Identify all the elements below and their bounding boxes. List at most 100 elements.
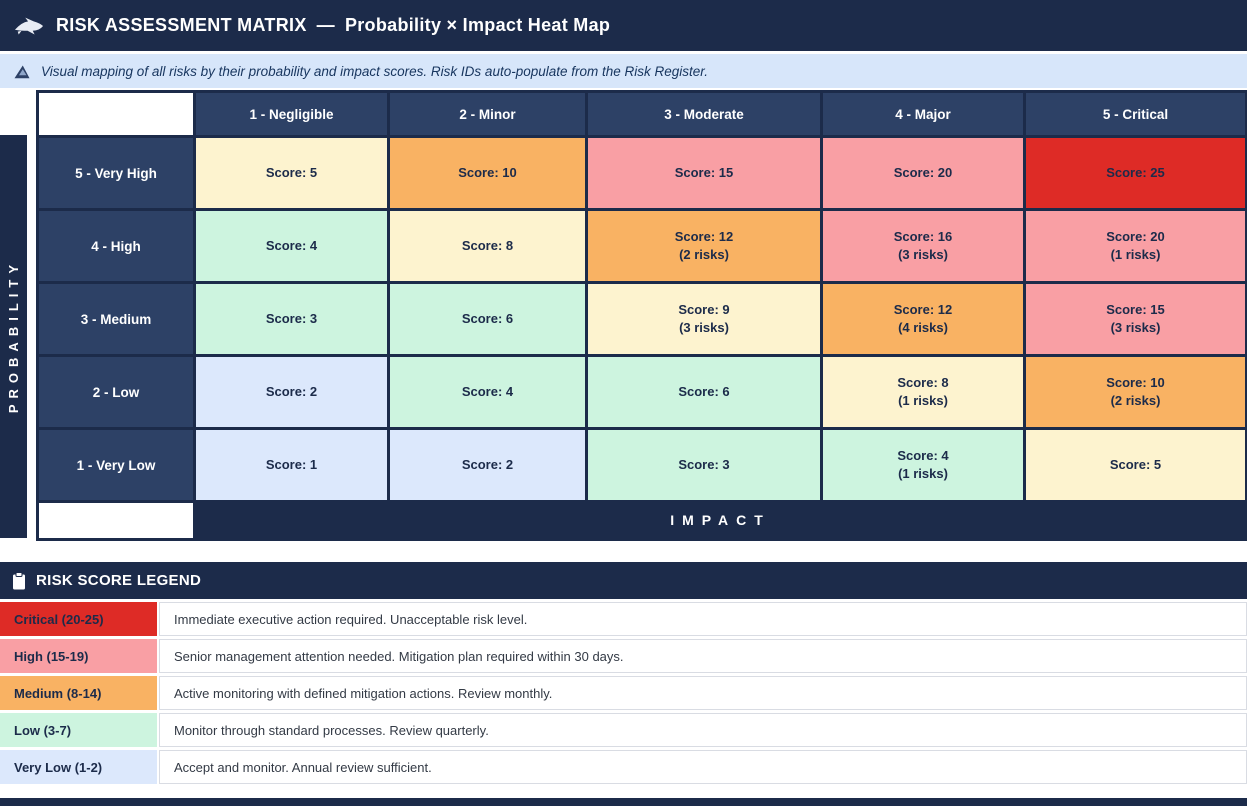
matrix-cell-p4-i4[interactable]: Score: 16 (3 risks) (820, 208, 1026, 284)
matrix-cell-p3-i3[interactable]: Score: 9 (3 risks) (585, 281, 823, 357)
matrix-cell-p1-i2[interactable]: Score: 2 (387, 427, 588, 503)
legend-row-critical: Critical (20-25) Immediate executive act… (0, 602, 1247, 636)
matrix-cell-p5-i4[interactable]: Score: 20 (820, 135, 1026, 211)
cell-score: Score: 15 (1106, 301, 1165, 317)
col-header-3-moderate: 3 - Moderate (585, 90, 823, 138)
cell-score: Score: 12 (893, 301, 953, 317)
risk-score-legend: RISK SCORE LEGEND Critical (20-25) Immed… (0, 562, 1247, 784)
matrix-cell-p2-i4[interactable]: Score: 8 (1 risks) (820, 354, 1026, 430)
cell-score: Score: 5 (265, 164, 318, 180)
matrix-cell-p2-i1[interactable]: Score: 2 (193, 354, 390, 430)
legend-row-high: High (15-19) Senior management attention… (0, 639, 1247, 673)
matrix-cell-p4-i3[interactable]: Score: 12 (2 risks) (585, 208, 823, 284)
cell-score: Score: 9 (678, 301, 730, 317)
row-header-3-medium: 3 - Medium (36, 281, 196, 357)
col-header-5-critical: 5 - Critical (1023, 90, 1247, 138)
cell-score: Score: 6 (461, 310, 514, 326)
matrix-corner-top-left (36, 90, 196, 138)
cell-score: Score: 2 (461, 456, 514, 472)
cell-score: Score: 4 (265, 237, 318, 253)
cell-score: Score: 8 (897, 374, 949, 390)
col-header-1-negligible: 1 - Negligible (193, 90, 390, 138)
cell-risks: (3 risks) (679, 320, 729, 335)
app-header: RISK ASSESSMENT MATRIX — Probability × Imp… (0, 0, 1247, 51)
matrix-row-very-low: 1 - Very Low Score: 1 Score: 2 Score: 3 … (36, 427, 1247, 503)
matrix-cell-p4-i1[interactable]: Score: 4 (193, 208, 390, 284)
matrix-cell-p3-i4[interactable]: Score: 12 (4 risks) (820, 281, 1026, 357)
cell-score: Score: 20 (893, 164, 953, 180)
probability-axis-strip: PROBABILITY (0, 135, 27, 538)
matrix-row-high: 4 - High Score: 4 Score: 8 Score: 12 (2 r… (36, 208, 1247, 284)
matrix-row-medium: 3 - Medium Score: 3 Score: 6 Score: 9 (3 … (36, 281, 1247, 357)
cell-risks: (2 risks) (1110, 393, 1161, 408)
matrix-cell-p5-i3[interactable]: Score: 15 (585, 135, 823, 211)
matrix-cell-p5-i1[interactable]: Score: 5 (193, 135, 390, 211)
matrix-cell-p2-i2[interactable]: Score: 4 (387, 354, 588, 430)
matrix-impact-row: IMPACT (36, 500, 1247, 541)
matrix-cell-p4-i5[interactable]: Score: 20 (1 risks) (1023, 208, 1247, 284)
cell-score: Score: 4 (897, 447, 949, 463)
matrix-cell-p1-i3[interactable]: Score: 3 (585, 427, 823, 503)
matrix-cell-p3-i2[interactable]: Score: 6 (387, 281, 588, 357)
cell-risks: (1 risks) (1110, 247, 1161, 262)
cell-score: Score: 2 (265, 383, 318, 399)
matrix-cell-p5-i2[interactable]: Score: 10 (387, 135, 588, 211)
matrix-cell-p5-i5[interactable]: Score: 25 (1023, 135, 1247, 211)
matrix-cell-p1-i1[interactable]: Score: 1 (193, 427, 390, 503)
shark-icon (14, 16, 44, 36)
cell-risks: (2 risks) (679, 247, 729, 262)
cell-score: Score: 16 (893, 228, 953, 244)
probability-axis-label: PROBABILITY (6, 259, 21, 414)
page-title-dash: — (316, 15, 335, 35)
legend-header: RISK SCORE LEGEND (0, 562, 1247, 599)
legend-swatch-critical: Critical (20-25) (0, 602, 157, 636)
legend-description-low: Monitor through standard processes. Revi… (159, 713, 1247, 747)
matrix-cell-p3-i1[interactable]: Score: 3 (193, 281, 390, 357)
legend-description-high: Senior management attention needed. Miti… (159, 639, 1247, 673)
legend-swatch-very-low: Very Low (1-2) (0, 750, 157, 784)
legend-description-critical: Immediate executive action required. Una… (159, 602, 1247, 636)
matrix-cell-p1-i5[interactable]: Score: 5 (1023, 427, 1247, 503)
cell-score: Score: 8 (461, 237, 514, 253)
cell-score: Score: 3 (678, 456, 730, 472)
matrix-cell-p4-i2[interactable]: Score: 8 (387, 208, 588, 284)
legend-description-very-low: Accept and monitor. Annual review suffic… (159, 750, 1247, 784)
row-header-2-low: 2 - Low (36, 354, 196, 430)
matrix-cell-p1-i4[interactable]: Score: 4 (1 risks) (820, 427, 1026, 503)
cell-risks: (1 risks) (898, 393, 948, 408)
page-title-subtitle: Probability × Impact Heat Map (344, 15, 611, 35)
matrix-cell-p2-i5[interactable]: Score: 10 (2 risks) (1023, 354, 1247, 430)
matrix-cell-p3-i5[interactable]: Score: 15 (3 risks) (1023, 281, 1247, 357)
cell-score: Score: 10 (458, 164, 517, 180)
bottom-divider-bar (0, 798, 1247, 806)
cell-risks: (4 risks) (898, 320, 948, 335)
page-title-main: RISK ASSESSMENT MATRIX (56, 15, 307, 35)
row-header-1-very-low: 1 - Very Low (36, 427, 196, 503)
impact-axis-bar: IMPACT (193, 500, 1247, 541)
row-header-5-very-high: 5 - Very High (36, 135, 196, 211)
impact-axis-label: IMPACT (670, 511, 771, 528)
cell-score: Score: 25 (1106, 164, 1165, 180)
page-title: RISK ASSESSMENT MATRIX — Probability × Imp… (56, 15, 610, 36)
legend-description-medium: Active monitoring with defined mitigatio… (159, 676, 1247, 710)
row-header-4-high: 4 - High (36, 208, 196, 284)
cell-score: Score: 20 (1106, 228, 1165, 244)
col-header-2-minor: 2 - Minor (387, 90, 588, 138)
risk-matrix-table: 1 - Negligible 2 - Minor 3 - Moderate 4 … (36, 90, 1247, 541)
matrix-row-very-high: 5 - Very High Score: 5 Score: 10 Score: … (36, 135, 1247, 211)
matrix-cell-p2-i3[interactable]: Score: 6 (585, 354, 823, 430)
cell-risks: (3 risks) (898, 247, 948, 262)
legend-swatch-medium: Medium (8-14) (0, 676, 157, 710)
cell-score: Score: 6 (678, 383, 730, 399)
cell-score: Score: 10 (1106, 374, 1165, 390)
cell-score: Score: 1 (265, 456, 318, 472)
risk-matrix-section: PROBABILITY 1 - Negligible 2 - Minor 3 -… (0, 90, 1247, 541)
clipboard-icon (12, 571, 26, 590)
legend-swatch-low: Low (3-7) (0, 713, 157, 747)
cell-score: Score: 5 (1109, 456, 1162, 472)
legend-rows: Critical (20-25) Immediate executive act… (0, 602, 1247, 784)
cell-score: Score: 3 (265, 310, 318, 326)
cell-score: Score: 15 (674, 164, 734, 180)
legend-swatch-high: High (15-19) (0, 639, 157, 673)
legend-row-low: Low (3-7) Monitor through standard proce… (0, 713, 1247, 747)
